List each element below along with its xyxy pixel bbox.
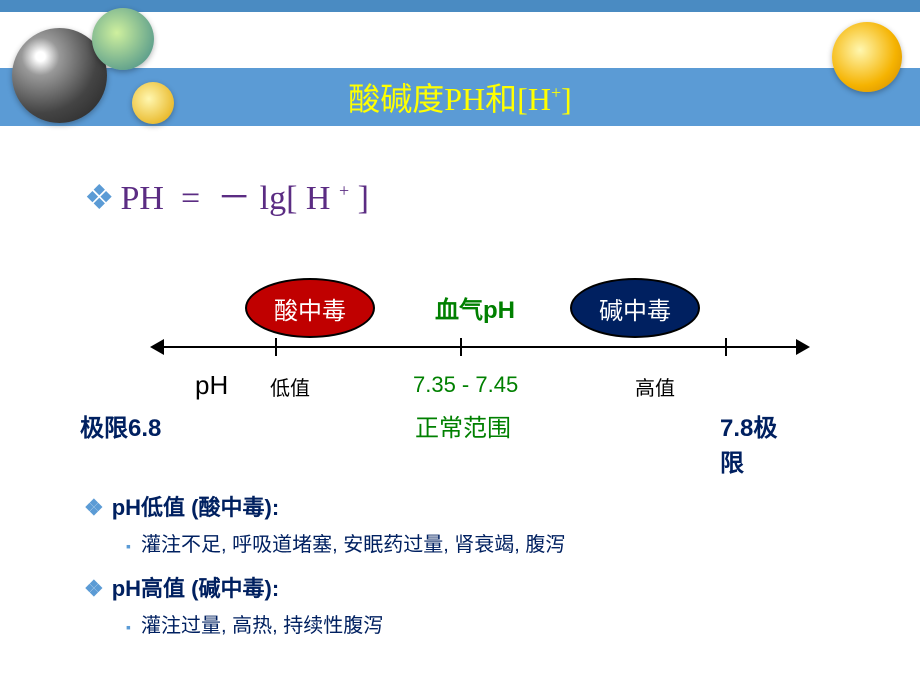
leaf-image <box>92 8 154 70</box>
normal-range-value: 7.35 - 7.45 <box>413 372 518 398</box>
decorative-circles-left <box>0 0 200 150</box>
low-ph-detail: 灌注不足, 呼吸道堵塞, 安眠药过量, 肾衰竭, 腹泻 <box>126 528 880 557</box>
high-value-label: 高值 <box>635 372 675 401</box>
ph-axis-label: pH <box>195 370 228 401</box>
acidosis-label: 酸中毒 <box>274 291 346 326</box>
low-ph-heading: pH低值 (酸中毒): <box>84 490 880 522</box>
blood-ph-label: 血气pH <box>435 290 515 325</box>
tick-low <box>275 338 277 356</box>
acidosis-ellipse: 酸中毒 <box>245 278 375 338</box>
alkalosis-ellipse: 碱中毒 <box>570 278 700 338</box>
formula-text: PH = － lg[ H + ] <box>120 180 368 217</box>
low-value-label: 低值 <box>270 372 310 401</box>
axis-line <box>160 346 800 348</box>
ph-scale-diagram: 酸中毒 碱中毒 血气pH pH 低值 7.35 - 7.45 高值 极限6.8 … <box>160 260 800 440</box>
tick-high <box>725 338 727 356</box>
bullet-list: pH低值 (酸中毒): 灌注不足, 呼吸道堵塞, 安眠药过量, 肾衰竭, 腹泻 … <box>84 490 880 652</box>
arrow-right-icon <box>796 339 810 355</box>
limit-left-label: 极限6.8 <box>80 408 161 443</box>
small-flower-image <box>132 82 174 124</box>
high-ph-detail: 灌注过量, 高热, 持续性腹泻 <box>126 609 880 638</box>
ph-formula: ❖PH = － lg[ H + ] <box>84 170 369 219</box>
limit-right-label: 7.8极限 <box>720 408 800 478</box>
alkalosis-label: 碱中毒 <box>599 291 671 326</box>
bullet-icon: ❖ <box>84 180 114 217</box>
high-ph-heading: pH高值 (碱中毒): <box>84 571 880 603</box>
arrow-left-icon <box>150 339 164 355</box>
slide-title: 酸碱度PH和[H+] <box>348 74 572 120</box>
tick-mid <box>460 338 462 356</box>
tulip-image <box>832 22 902 92</box>
normal-range-label: 正常范围 <box>415 408 511 443</box>
